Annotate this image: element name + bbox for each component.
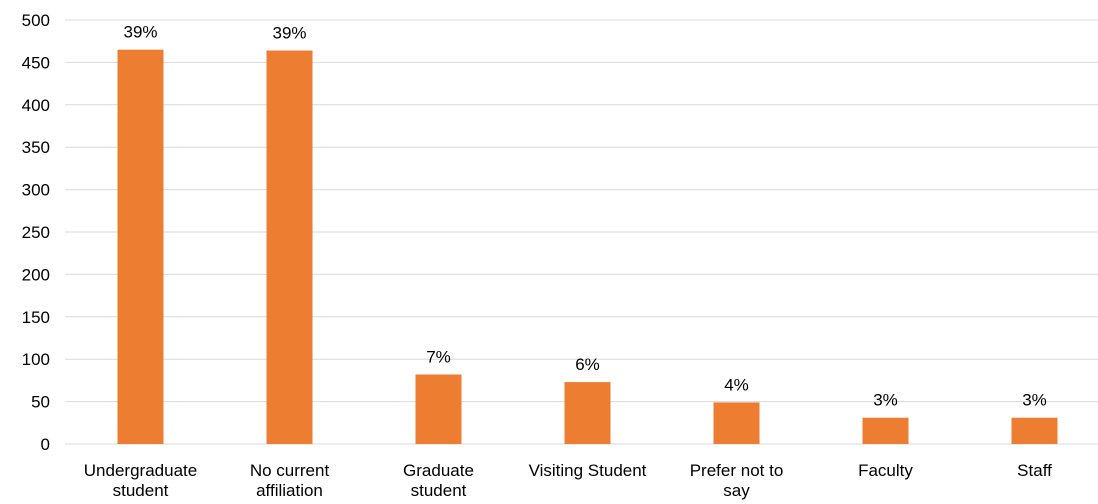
x-category-label: say [723,481,750,500]
data-label: 4% [724,375,749,394]
y-tick-label: 150 [22,308,50,327]
bar [117,49,164,445]
y-tick-label: 100 [22,350,50,369]
y-tick-label: 350 [22,138,50,157]
x-category-label: student [411,481,467,500]
data-label: 39% [272,24,306,43]
bar [564,382,611,444]
bar [862,417,909,444]
y-tick-label: 500 [22,11,50,30]
x-category-label: Undergraduate [84,461,197,480]
x-category-label: No current [250,461,330,480]
data-label: 3% [1022,391,1047,410]
y-tick-label: 450 [22,53,50,72]
data-label: 3% [873,391,898,410]
y-tick-label: 400 [22,96,50,115]
x-category-label: Faculty [858,461,913,480]
bars [117,49,1058,445]
x-category-label: Staff [1017,461,1052,480]
data-label: 7% [426,347,451,366]
y-tick-label: 0 [41,435,50,454]
bar [415,374,462,444]
x-category-label: Visiting Student [529,461,647,480]
bar [713,402,760,444]
x-category-label: Graduate [403,461,474,480]
y-tick-label: 250 [22,223,50,242]
y-axis-ticks: 0 50 100 150 200 250 300 350 400 450 500 [22,11,50,454]
y-tick-label: 300 [22,181,50,200]
data-label: 39% [123,23,157,42]
gridlines [65,19,1098,445]
bar [266,50,313,444]
y-tick-label: 200 [22,265,50,284]
y-tick-label: 50 [31,393,50,412]
data-label: 6% [575,355,600,374]
data-labels: 39% 39% 7% 6% 4% 3% 3% [123,23,1046,410]
bar [1011,417,1058,444]
x-category-label: Prefer not to [690,461,784,480]
x-category-label: affiliation [256,481,323,500]
x-category-label: student [113,481,169,500]
